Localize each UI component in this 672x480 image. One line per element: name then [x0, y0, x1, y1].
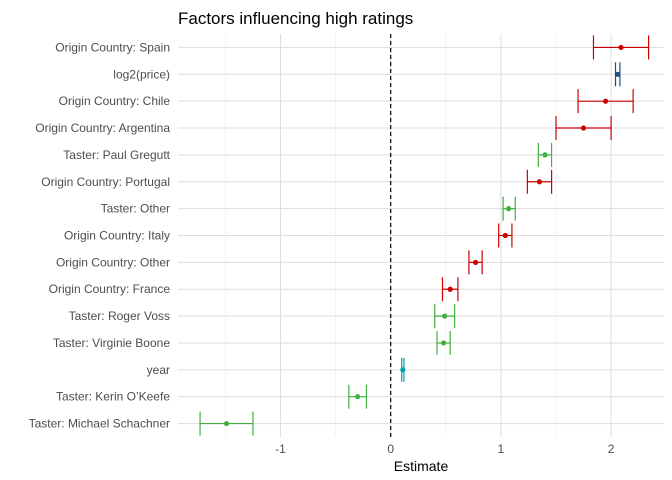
estimate-marks: [199, 35, 650, 436]
estimate-mark: [400, 357, 406, 382]
estimate-mark: [434, 304, 456, 329]
estimate-mark: [436, 330, 451, 355]
y-tick-label: Origin Country: Italy: [64, 229, 170, 243]
estimate-mark: [502, 196, 516, 221]
estimate-mark: [468, 250, 483, 275]
y-tick-label: Origin Country: Portugal: [41, 175, 170, 189]
x-tick-label: 2: [608, 442, 615, 456]
estimate-point: [580, 125, 587, 131]
y-tick-label: Taster: Michael Schachner: [29, 417, 170, 431]
y-tick-label: Taster: Kerin O’Keefe: [56, 390, 170, 404]
x-tick-label: 1: [498, 442, 505, 456]
y-tick-label: Taster: Virginie Boone: [53, 336, 171, 350]
estimate-point: [542, 152, 548, 158]
estimate-point: [400, 367, 406, 373]
estimate-mark: [526, 169, 553, 194]
estimate-point: [472, 259, 479, 265]
estimate-point: [442, 313, 448, 319]
y-tick-label: year: [147, 363, 170, 377]
estimate-mark: [577, 89, 634, 114]
y-tick-label: Origin Country: Argentina: [35, 121, 170, 135]
estimate-point: [440, 340, 447, 346]
estimate-point: [536, 179, 543, 185]
estimate-point: [447, 286, 453, 292]
x-tick-label: 0: [387, 442, 394, 456]
chart-title: Factors influencing high ratings: [178, 9, 413, 28]
estimate-mark: [348, 384, 368, 409]
estimate-mark: [555, 116, 612, 141]
estimate-mark: [441, 277, 459, 302]
y-tick-label: Taster: Roger Voss: [69, 309, 170, 323]
y-tick-label: Origin Country: Other: [56, 255, 170, 269]
estimate-mark: [199, 411, 254, 436]
y-tick-label: Taster: Other: [101, 202, 170, 216]
x-axis-title: Estimate: [394, 458, 449, 474]
estimate-point: [602, 98, 609, 104]
y-tick-label: Origin Country: France: [49, 282, 171, 296]
y-tick-label: log2(price): [113, 67, 170, 81]
y-tick-labels: Origin Country: Spain log2(price) Origin C…: [29, 40, 171, 430]
estimate-mark: [614, 62, 621, 87]
x-tick-label: -1: [275, 442, 286, 456]
estimate-point: [223, 420, 230, 427]
estimate-mark: [592, 35, 650, 60]
x-tick-labels: -1 0 1 2: [275, 442, 615, 456]
estimate-point: [355, 394, 361, 400]
y-tick-label: Origin Country: Spain: [55, 40, 170, 54]
estimate-point: [615, 71, 621, 77]
estimate-mark: [498, 223, 513, 248]
estimate-point: [618, 44, 624, 51]
y-tick-label: Origin Country: Chile: [59, 94, 171, 108]
estimate-mark: [537, 142, 553, 167]
y-tick-label: Taster: Paul Gregutt: [63, 148, 170, 162]
estimate-point: [502, 232, 508, 239]
estimate-point: [506, 206, 512, 212]
